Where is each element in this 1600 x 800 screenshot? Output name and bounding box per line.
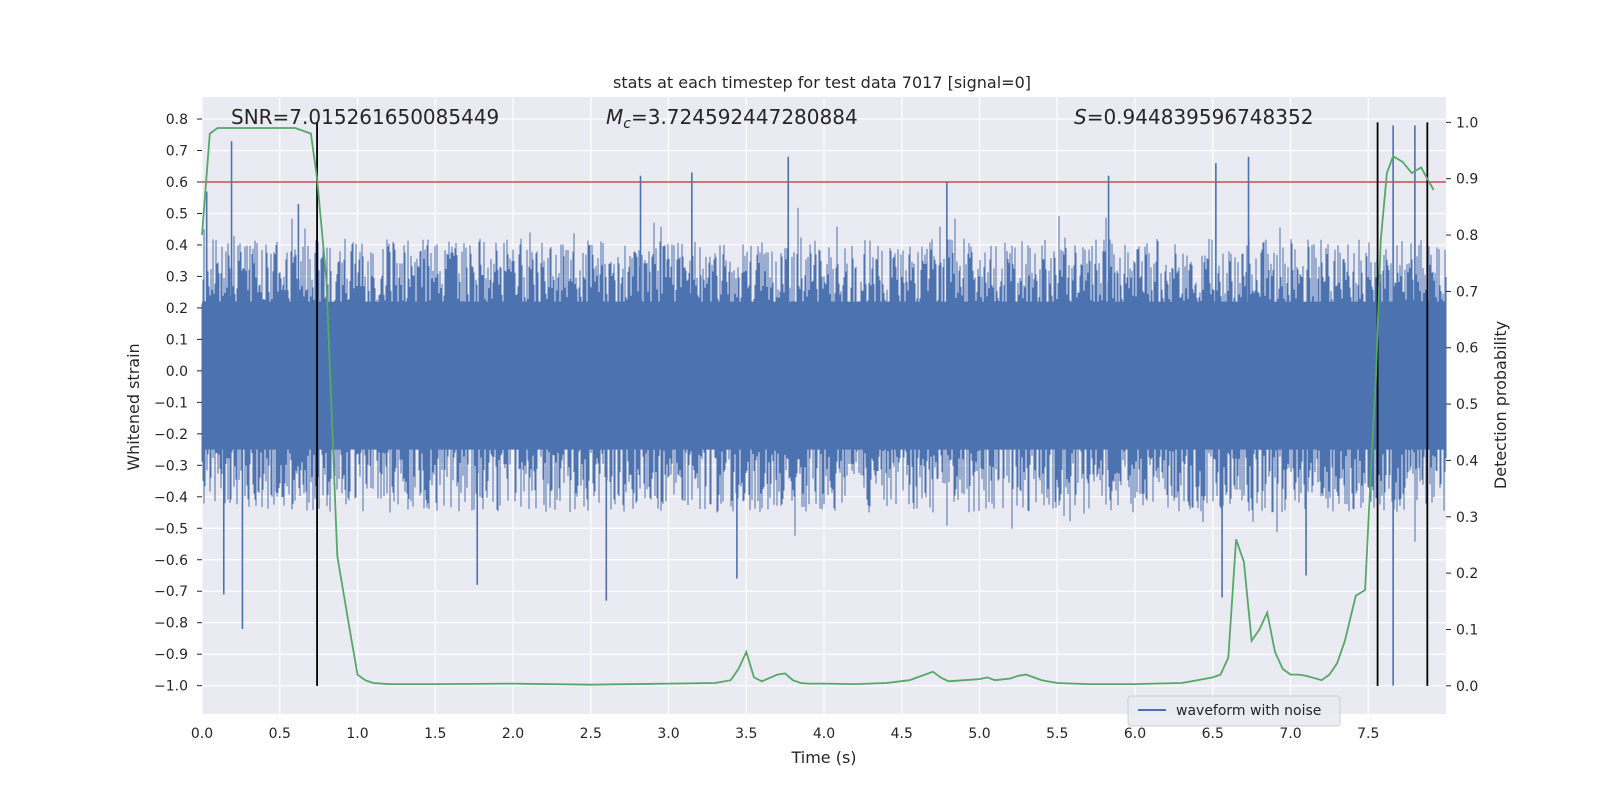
overlay-lines	[202, 122, 1446, 686]
y-tick-label: 0.6	[166, 175, 188, 191]
x-tick-label: 5.5	[1046, 726, 1068, 742]
y-tick-label: 0.3	[166, 269, 188, 285]
probability-series	[201, 127, 1435, 686]
mc-subscript: c	[623, 116, 631, 132]
y-tick-label: −0.3	[154, 458, 188, 474]
y2-axis-ticks: 1.0 0.9 0.8 0.7 0.6 0.5 0.4 0.3 0.2 0.1 0.0	[1446, 115, 1478, 695]
waveform-series	[201, 125, 1447, 686]
mc-value: =3.724592447280884	[631, 105, 858, 129]
y-tick-label: 0.2	[166, 301, 188, 317]
y-tick-label: −0.8	[154, 616, 188, 632]
x-tick-label: 6.0	[1124, 726, 1146, 742]
legend-box	[1127, 695, 1341, 727]
y-axis-label: Whitened strain	[124, 343, 143, 470]
x-axis-ticks: 0.0 0.5 1.0 1.5 2.0 2.5 3.0 3.5 4.0 4.5 5.0 5.5 6.0 6…	[191, 726, 1380, 742]
x-tick-label: 0.5	[269, 726, 291, 742]
x-tick-label: 7.0	[1279, 726, 1301, 742]
y-tick-label: −0.4	[154, 490, 188, 506]
y2-tick-label: 0.7	[1456, 284, 1478, 300]
mc-symbol: M	[606, 105, 623, 129]
y-tick-label: 0.1	[166, 332, 188, 348]
y-tick-label: 0.0	[166, 364, 188, 380]
y2-tick-label: 0.2	[1456, 566, 1478, 582]
y-tick-label: 0.4	[166, 238, 188, 254]
x-tick-label: 1.5	[424, 726, 446, 742]
legend: waveform with noise	[1127, 695, 1341, 727]
mc-annotation: Mc=3.724592447280884	[606, 105, 858, 132]
y-tick-label: −1.0	[154, 679, 188, 695]
x-tick-label: 2.0	[502, 726, 524, 742]
s-value: =0.944839596748352	[1087, 105, 1314, 129]
y2-tick-label: 0.1	[1456, 622, 1478, 638]
s-annotation: S=0.944839596748352	[1074, 105, 1313, 129]
y2-tick-label: 0.8	[1456, 228, 1478, 244]
x-tick-label: 1.0	[346, 726, 368, 742]
s-symbol: S	[1074, 105, 1087, 129]
x-tick-label: 7.5	[1357, 726, 1379, 742]
y2-tick-label: 0.0	[1456, 679, 1478, 695]
y-tick-label: −0.9	[154, 647, 188, 663]
y2-tick-label: 0.3	[1456, 510, 1478, 526]
x-tick-label: 4.5	[891, 726, 913, 742]
y-tick-label: −0.2	[154, 427, 188, 443]
x-tick-label: 3.5	[735, 726, 757, 742]
x-tick-label: 5.0	[968, 726, 990, 742]
x-axis-label: Time (s)	[790, 748, 856, 767]
y-tick-label: 0.5	[166, 206, 188, 222]
y2-axis-label: Detection probability	[1491, 321, 1510, 489]
y-tick-label: 0.8	[166, 112, 188, 128]
x-tick-label: 6.5	[1202, 726, 1224, 742]
y-tick-label: −0.5	[154, 521, 188, 537]
y-axis-ticks: 0.8 0.7 0.6 0.5 0.4 0.3 0.2 0.1 0.0 −0.1 −0.2 −0.3 −…	[154, 112, 202, 695]
snr-annotation: SNR=7.015261650085449	[231, 105, 499, 129]
y-tick-label: −0.6	[154, 553, 188, 569]
y2-tick-label: 0.6	[1456, 341, 1478, 357]
y2-tick-label: 1.0	[1456, 115, 1478, 131]
y2-tick-label: 0.9	[1456, 172, 1478, 188]
y-tick-label: −0.7	[154, 584, 188, 600]
x-tick-label: 0.0	[191, 726, 213, 742]
probability-line	[201, 127, 1435, 686]
waveform-core	[202, 301, 1446, 450]
x-tick-label: 4.0	[813, 726, 835, 742]
chart-title: stats at each timestep for test data 701…	[613, 73, 1031, 92]
y-tick-label: 0.7	[166, 144, 188, 160]
legend-label: waveform with noise	[1176, 703, 1321, 719]
x-tick-label: 2.5	[580, 726, 602, 742]
x-tick-label: 3.0	[657, 726, 679, 742]
y2-tick-label: 0.4	[1456, 453, 1478, 469]
y-tick-label: −0.1	[154, 395, 188, 411]
y2-tick-label: 0.5	[1456, 397, 1478, 413]
